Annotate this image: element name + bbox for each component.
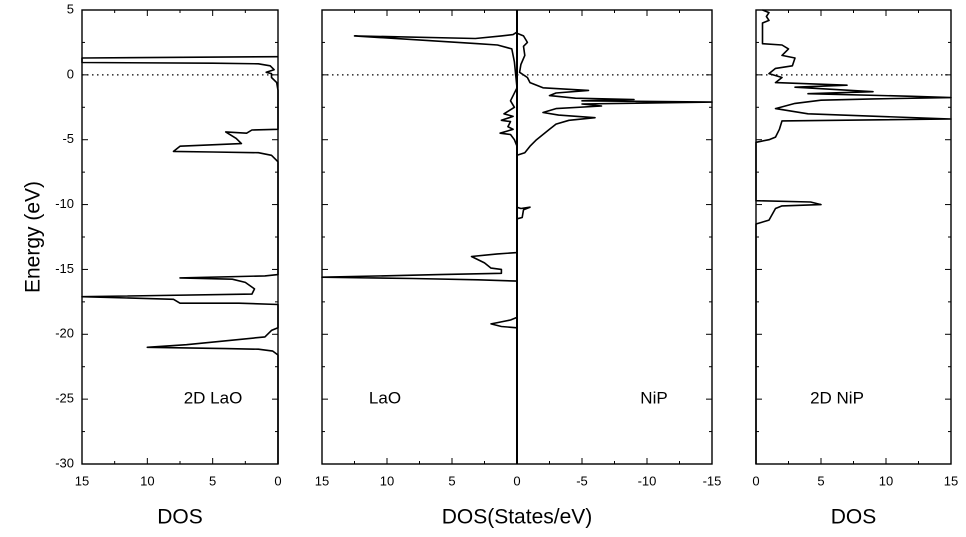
x-tick-label: -5 bbox=[576, 473, 588, 488]
y-axis-title: Energy (eV) bbox=[22, 181, 45, 293]
panel-label: LaO bbox=[369, 388, 401, 407]
dos-curve bbox=[81, 55, 279, 464]
y-tick-label: -15 bbox=[55, 261, 74, 276]
panel-label: NiP bbox=[640, 388, 667, 407]
dos-curve bbox=[755, 9, 952, 464]
panel-frame bbox=[81, 9, 279, 465]
y-tick-label: -30 bbox=[55, 455, 74, 470]
x-tick-label: 15 bbox=[75, 473, 89, 488]
y-tick-label: -25 bbox=[55, 391, 74, 406]
y-tick-label: 5 bbox=[67, 1, 74, 16]
x-tick-label: -10 bbox=[638, 473, 657, 488]
dos-curve-nip bbox=[516, 10, 713, 464]
x-tick-label: 10 bbox=[879, 473, 893, 488]
x-tick-label: 5 bbox=[817, 473, 824, 488]
x-tick-label: 0 bbox=[274, 473, 281, 488]
dos-curve-lao bbox=[321, 10, 531, 464]
x-tick-label: -15 bbox=[703, 473, 722, 488]
panel-lao-nip: 15 10 5 0 -5 -10 -15 LaO NiP DOS(States/eV) bbox=[315, 9, 722, 529]
x-tick-label: 15 bbox=[315, 473, 329, 488]
y-tick-label: 0 bbox=[67, 66, 74, 81]
y-tick-label: -5 bbox=[62, 131, 74, 146]
x-axis-title: DOS(States/eV) bbox=[442, 506, 593, 529]
x-tick-label: 0 bbox=[513, 473, 520, 488]
panel-2d-nip: 0 5 10 15 2D NiP DOS bbox=[752, 9, 958, 529]
panel-2d-lao: 15 10 5 0 2D LaO DOS bbox=[75, 9, 282, 529]
x-axis-title: DOS bbox=[831, 506, 877, 529]
panel-label: 2D NiP bbox=[810, 388, 864, 407]
x-tick-label: 0 bbox=[752, 473, 759, 488]
y-tick-labels: 5 0 -5 -10 -15 -20 -25 -30 bbox=[55, 1, 74, 470]
y-tick-label: -10 bbox=[55, 196, 74, 211]
x-tick-label: 10 bbox=[380, 473, 394, 488]
x-tick-label: 15 bbox=[944, 473, 958, 488]
x-tick-label: 10 bbox=[140, 473, 154, 488]
y-tick-label: -20 bbox=[55, 326, 74, 341]
x-axis-title: DOS bbox=[157, 506, 203, 529]
x-tick-label: 5 bbox=[448, 473, 455, 488]
panel-label: 2D LaO bbox=[184, 388, 243, 407]
x-tick-label: 5 bbox=[209, 473, 216, 488]
